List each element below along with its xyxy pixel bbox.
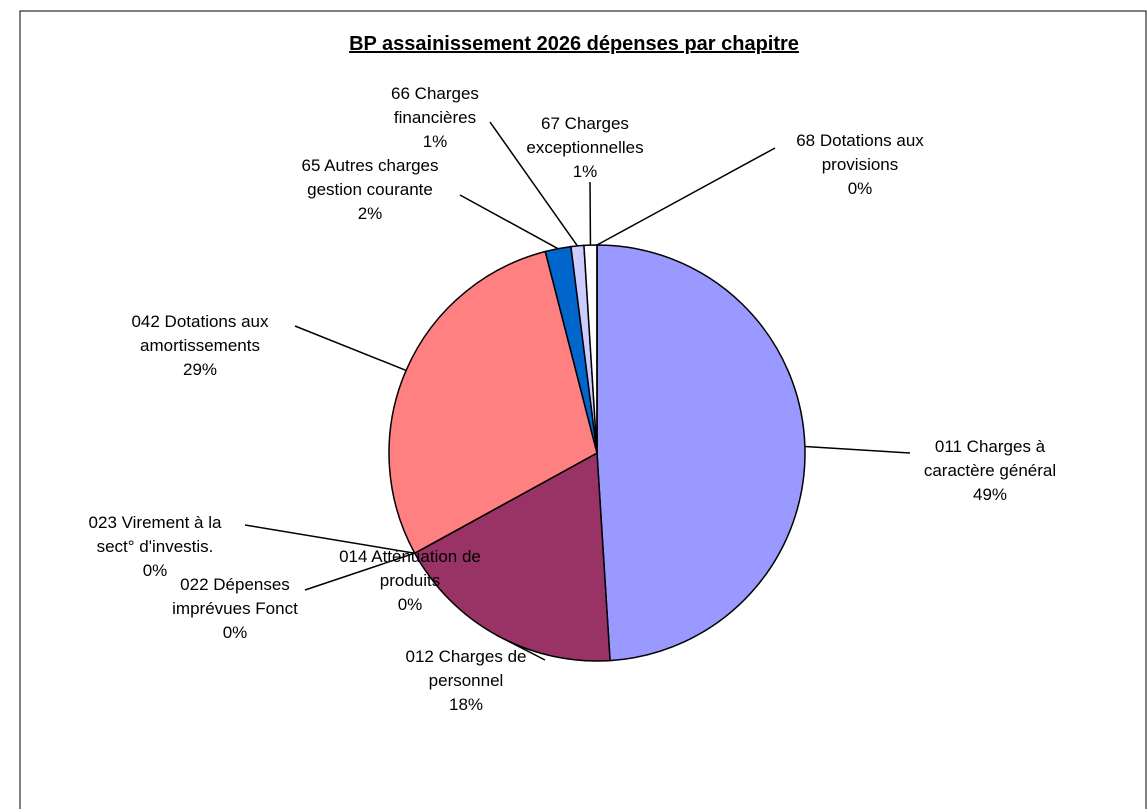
slice-name: 012 Charges de personnel: [405, 647, 527, 690]
slice-label: 022 Dépenses imprévues Fonct 0%: [160, 573, 310, 645]
slice-name: 65 Autres charges gestion courante: [301, 156, 439, 199]
slice-name: 68 Dotations aux provisions: [796, 131, 924, 174]
leader-line: [459, 194, 559, 250]
leader-line: [489, 121, 579, 247]
slice-value: 0%: [222, 623, 248, 642]
slice-label: 65 Autres charges gestion courante 2%: [278, 154, 463, 226]
leader-line: [596, 147, 776, 246]
slice-value: 18%: [448, 695, 484, 714]
slice-name: 67 Charges exceptionnelles: [526, 114, 644, 157]
pie-slice: [596, 244, 806, 662]
slice-label: 012 Charges de personnel 18%: [386, 645, 546, 717]
slice-label: 67 Charges exceptionnelles 1%: [510, 112, 660, 184]
slice-name: 022 Dépenses imprévues Fonct: [172, 575, 298, 618]
slice-value: 2%: [357, 204, 383, 223]
slice-name: 011 Charges à caractère général: [923, 437, 1057, 480]
chart-title: BP assainissement 2026 dépenses par chap…: [349, 33, 799, 55]
leader-line: [244, 524, 415, 554]
leader-line: [804, 445, 911, 454]
slice-value: 1%: [572, 162, 598, 181]
slice-value: 0%: [847, 179, 873, 198]
slice-name: 014 Atténuation de produits: [339, 547, 481, 590]
leader-line: [294, 325, 407, 372]
slice-label: 042 Dotations aux amortissements 29%: [108, 310, 293, 382]
slice-value: 29%: [182, 360, 218, 379]
slice-name: 042 Dotations aux amortissements: [131, 312, 269, 355]
pie-slice: [413, 451, 611, 662]
slice-name: 023 Virement à la sect° d'investis.: [88, 513, 222, 556]
slice-label: 68 Dotations aux provisions 0%: [773, 129, 948, 201]
leader-line: [496, 634, 546, 661]
slice-label: 66 Charges financières 1%: [375, 82, 495, 154]
slice-label: 014 Atténuation de produits 0%: [318, 545, 503, 617]
slice-value: 49%: [972, 485, 1008, 504]
slice-value: 0%: [142, 561, 168, 580]
slice-value: 1%: [422, 132, 448, 151]
slice-name: 66 Charges financières: [391, 84, 479, 127]
pie-slice: [388, 250, 598, 555]
slice-value: 0%: [397, 595, 423, 614]
leader-line: [304, 552, 415, 591]
slice-label: 023 Virement à la sect° d'investis. 0%: [68, 511, 243, 583]
frame: [19, 10, 1147, 809]
slice-label: 011 Charges à caractère général 49%: [900, 435, 1080, 507]
